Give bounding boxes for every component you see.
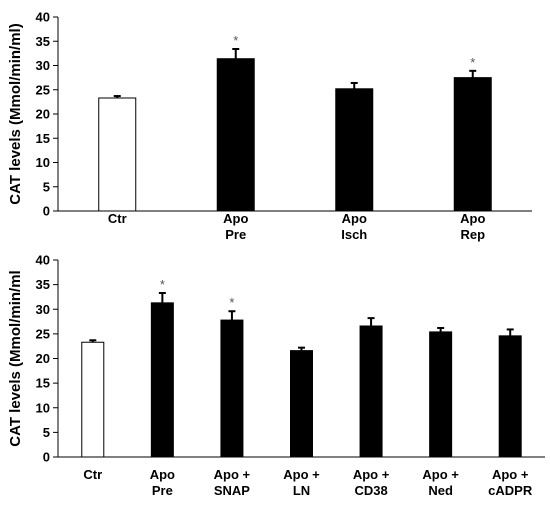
x-tick-label: Apo + <box>422 467 459 482</box>
y-tick-label: 5 <box>43 179 50 194</box>
x-tick-label: Apo <box>342 211 367 226</box>
bar <box>429 331 453 458</box>
bar <box>453 77 492 212</box>
x-tick-label: Apo <box>150 467 175 482</box>
y-axis-title: CAT levels (Mmol/min/ml <box>7 270 24 446</box>
bar <box>216 58 255 212</box>
x-tick-label: Rep <box>460 227 485 242</box>
bar <box>335 88 374 212</box>
y-tick-label: 5 <box>43 425 50 440</box>
y-tick-label: 25 <box>36 326 50 341</box>
x-tick-label: Ctr <box>83 467 102 482</box>
x-tick-label: CD38 <box>354 483 387 498</box>
significance-marker: * <box>160 277 165 292</box>
bar <box>81 341 105 458</box>
x-tick-label: Apo <box>460 211 485 226</box>
x-tick-label: Ned <box>428 483 453 498</box>
bar <box>98 97 137 212</box>
y-tick-label: 10 <box>36 155 50 170</box>
y-tick-label: 25 <box>36 82 50 97</box>
y-tick-label: 15 <box>36 131 50 146</box>
x-tick-label: SNAP <box>214 483 250 498</box>
chart-panel-top: 0 5 10 15 20 25 30 35 40 CAT levels (Mmol/min/ml)… <box>7 10 532 242</box>
x-tick-label: Apo + <box>353 467 390 482</box>
y-tick-label: 0 <box>43 450 50 465</box>
y-axis-title: CAT levels (Mmol/min/ml) <box>7 23 24 204</box>
x-tick-label: Isch <box>341 227 367 242</box>
bar <box>150 302 174 458</box>
significance-marker: * <box>233 33 238 48</box>
bar <box>359 325 383 458</box>
y-tick-label: 35 <box>36 34 50 49</box>
y-tick-label: 40 <box>36 253 50 268</box>
x-tick-label: cADPR <box>488 483 533 498</box>
bar <box>220 319 244 458</box>
y-tick-label: 35 <box>36 277 50 292</box>
x-tick-label: LN <box>293 483 310 498</box>
x-tick-label: Pre <box>225 227 246 242</box>
y-tick-label: 20 <box>36 107 50 122</box>
bar <box>498 335 522 458</box>
bar <box>290 350 313 458</box>
x-tick-label: Apo + <box>283 467 320 482</box>
y-tick-label: 15 <box>36 376 50 391</box>
y-tick-label: 40 <box>36 10 50 25</box>
y-tick-label: 10 <box>36 400 50 415</box>
y-tick-label: 0 <box>43 204 50 219</box>
x-tick-label: Pre <box>152 483 173 498</box>
y-tick-label: 20 <box>36 351 50 366</box>
significance-marker: * <box>229 295 234 310</box>
x-tick-label: Apo + <box>214 467 251 482</box>
x-tick-label: Apo <box>223 211 248 226</box>
significance-marker: * <box>470 55 475 70</box>
x-tick-label: Ctr <box>108 211 127 226</box>
y-tick-label: 30 <box>36 302 50 317</box>
x-tick-label: Apo + <box>492 467 529 482</box>
y-tick-label: 30 <box>36 58 50 73</box>
chart-panel-bottom: 0 5 10 15 20 25 30 35 40 CAT levels (Mmol/min/ml C… <box>7 253 545 498</box>
